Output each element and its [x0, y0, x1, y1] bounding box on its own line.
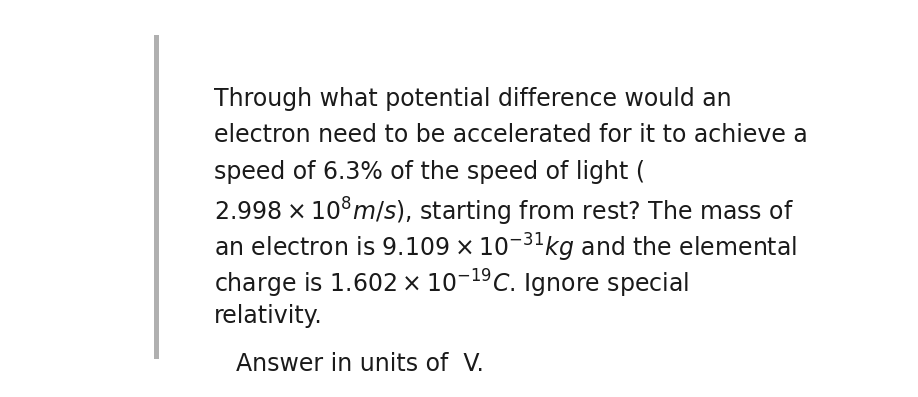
Text: relativity.: relativity.	[215, 304, 323, 328]
Text: charge is $1.602 \times 10^{-19}C$. Ignore special: charge is $1.602 \times 10^{-19}C$. Igno…	[215, 268, 689, 300]
Text: Answer in units of  V.: Answer in units of V.	[236, 352, 484, 376]
Text: speed of 6.3% of the speed of light (: speed of 6.3% of the speed of light (	[215, 160, 645, 183]
Text: electron need to be accelerated for it to achieve a: electron need to be accelerated for it t…	[215, 123, 808, 147]
Text: $2.998 \times 10^{8}m/s$), starting from rest? The mass of: $2.998 \times 10^{8}m/s$), starting from…	[215, 196, 794, 228]
Text: an electron is $9.109 \times 10^{-31}kg$ and the elemental: an electron is $9.109 \times 10^{-31}kg$…	[215, 232, 798, 264]
FancyBboxPatch shape	[153, 35, 159, 359]
Text: Through what potential difference would an: Through what potential difference would …	[215, 87, 732, 112]
